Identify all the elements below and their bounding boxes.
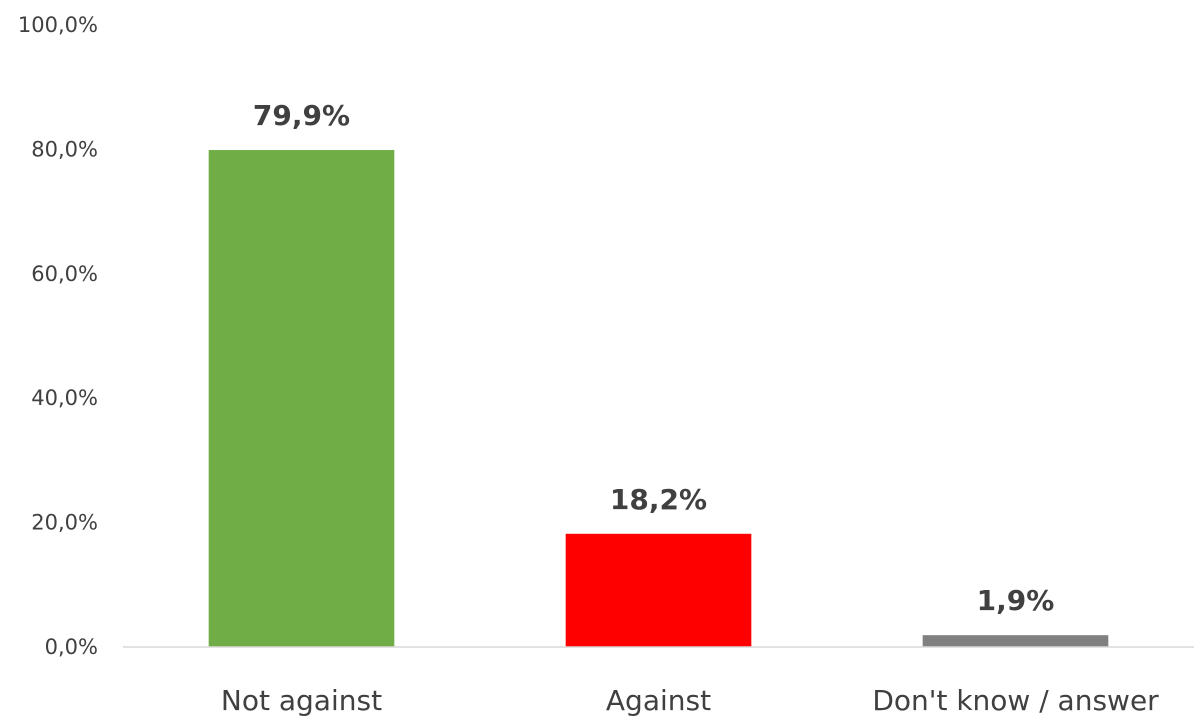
bars <box>208 150 1109 647</box>
y-tick-label: 100,0% <box>18 13 98 37</box>
x-tick-label: Not against <box>221 684 382 717</box>
y-tick-label: 20,0% <box>31 511 98 535</box>
data-label: 79,9% <box>253 99 350 132</box>
x-tick-label: Against <box>606 684 711 717</box>
bar <box>208 150 395 647</box>
bar <box>565 533 752 647</box>
y-tick-label: 40,0% <box>31 386 98 410</box>
y-tick-label: 60,0% <box>31 262 98 286</box>
bar <box>922 635 1109 647</box>
x-tick-label: Don't know / answer <box>872 684 1159 717</box>
x-axis: Not against Against Don't know / answer <box>221 684 1159 717</box>
data-label: 18,2% <box>610 483 707 516</box>
y-tick-label: 80,0% <box>31 137 98 161</box>
data-label: 1,9% <box>977 584 1055 617</box>
value-labels: 79,9% 18,2% 1,9% <box>253 99 1054 617</box>
y-axis: 0,0% 20,0% 40,0% 60,0% 80,0% 100,0% <box>18 13 98 659</box>
y-tick-label: 0,0% <box>45 635 98 659</box>
